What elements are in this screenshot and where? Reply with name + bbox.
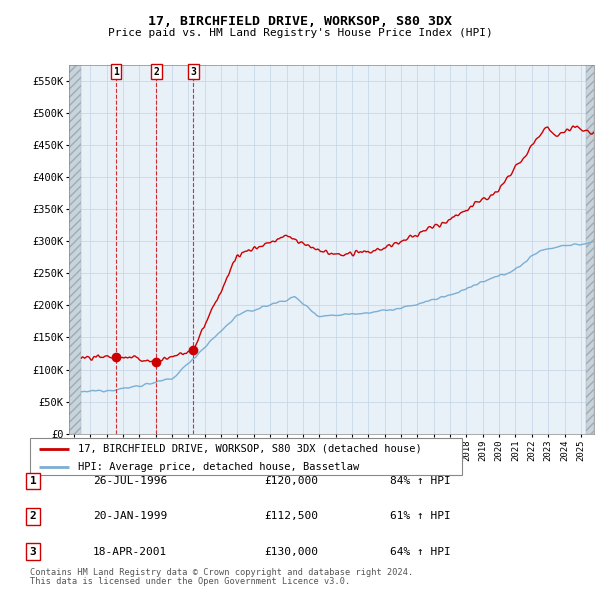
Text: £130,000: £130,000 — [264, 547, 318, 556]
Text: 3: 3 — [29, 547, 37, 556]
Text: 2: 2 — [29, 512, 37, 521]
Text: 3: 3 — [190, 67, 196, 77]
Text: 17, BIRCHFIELD DRIVE, WORKSOP, S80 3DX (detached house): 17, BIRCHFIELD DRIVE, WORKSOP, S80 3DX (… — [77, 444, 421, 454]
Bar — [586, 65, 594, 434]
Text: 20-JAN-1999: 20-JAN-1999 — [93, 512, 167, 521]
Text: Price paid vs. HM Land Registry's House Price Index (HPI): Price paid vs. HM Land Registry's House … — [107, 28, 493, 38]
Text: 26-JUL-1996: 26-JUL-1996 — [93, 476, 167, 486]
Text: 2: 2 — [154, 67, 160, 77]
Text: This data is licensed under the Open Government Licence v3.0.: This data is licensed under the Open Gov… — [30, 578, 350, 586]
Text: 1: 1 — [113, 67, 119, 77]
Text: 18-APR-2001: 18-APR-2001 — [93, 547, 167, 556]
Text: 1: 1 — [29, 476, 37, 486]
Text: Contains HM Land Registry data © Crown copyright and database right 2024.: Contains HM Land Registry data © Crown c… — [30, 568, 413, 577]
Bar — [69, 65, 81, 434]
Text: 64% ↑ HPI: 64% ↑ HPI — [390, 547, 451, 556]
Text: 61% ↑ HPI: 61% ↑ HPI — [390, 512, 451, 521]
Text: 84% ↑ HPI: 84% ↑ HPI — [390, 476, 451, 486]
Text: £120,000: £120,000 — [264, 476, 318, 486]
Text: £112,500: £112,500 — [264, 512, 318, 521]
Text: 17, BIRCHFIELD DRIVE, WORKSOP, S80 3DX: 17, BIRCHFIELD DRIVE, WORKSOP, S80 3DX — [148, 15, 452, 28]
Text: HPI: Average price, detached house, Bassetlaw: HPI: Average price, detached house, Bass… — [77, 462, 359, 472]
